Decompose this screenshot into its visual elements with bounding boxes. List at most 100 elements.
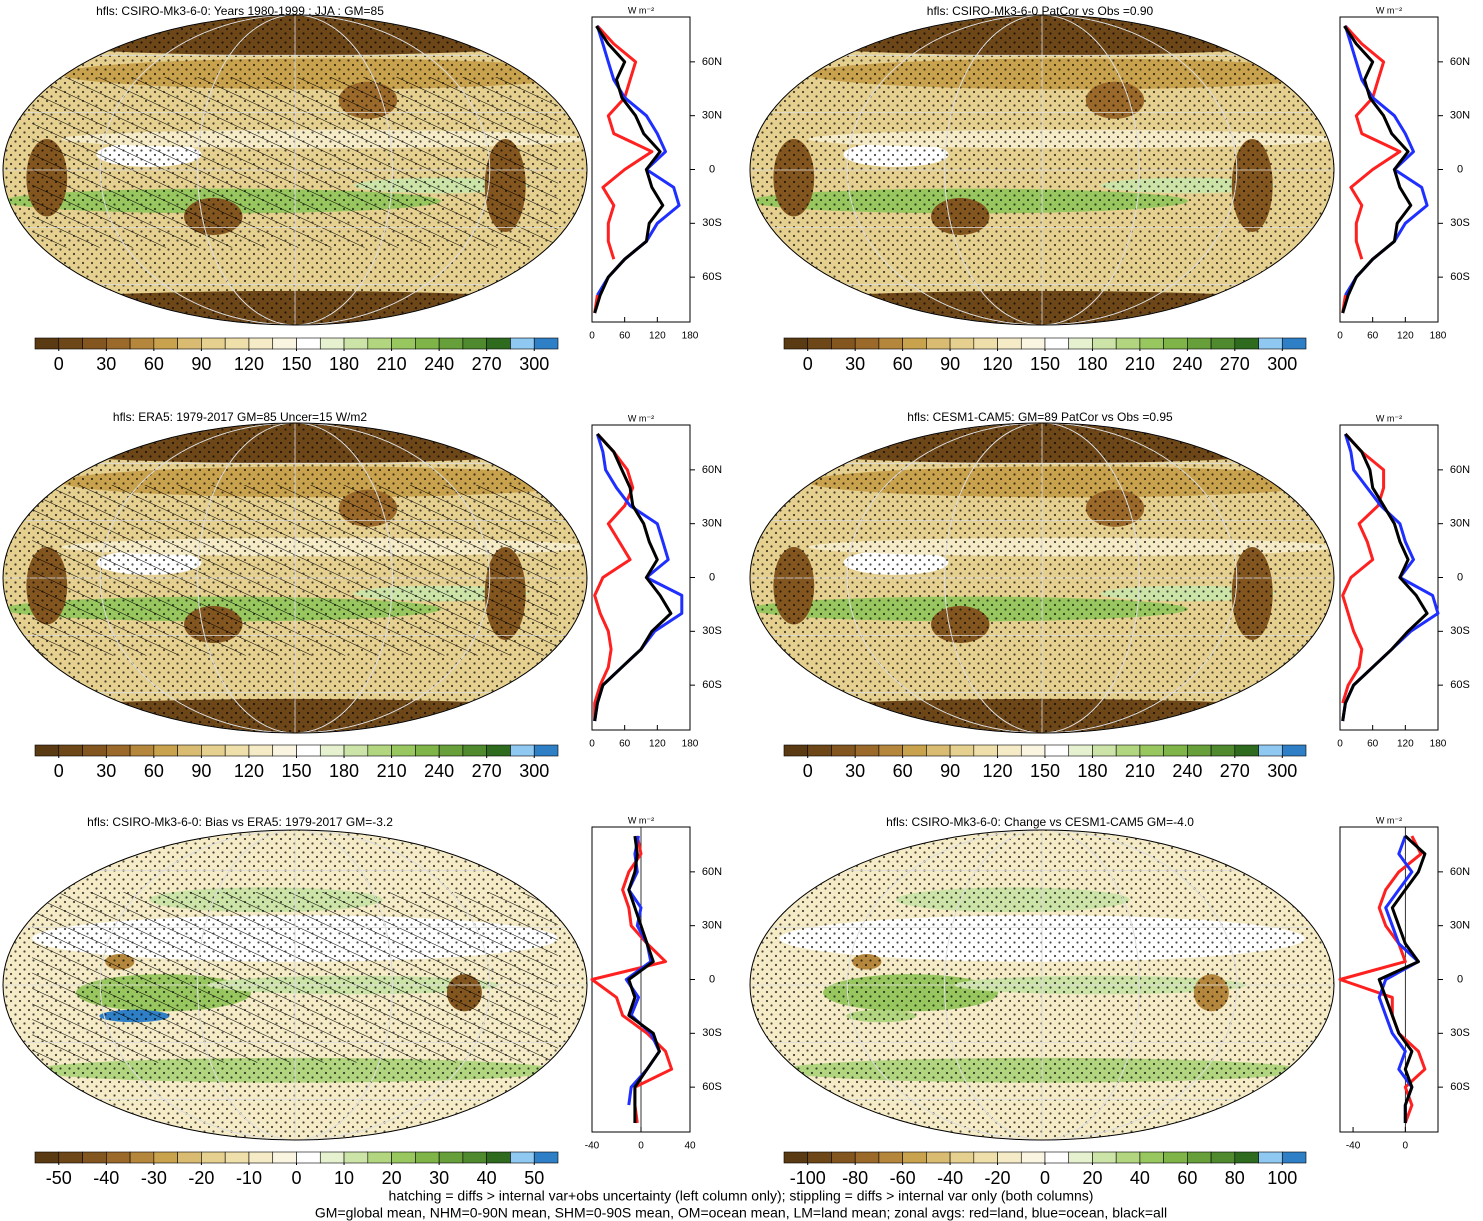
colorbar-label: 0 — [54, 354, 64, 374]
colorbar-label: 60 — [893, 354, 913, 374]
colorbar-box — [1044, 1151, 1070, 1164]
units-label: W m⁻² — [1376, 815, 1402, 825]
x-tick-label: 0 — [638, 1141, 644, 1152]
colorbar-box — [807, 337, 832, 350]
colorbar-label: 180 — [1077, 354, 1107, 374]
zonal-line — [593, 432, 673, 722]
map — [750, 15, 1334, 325]
colorbar-label: 40 — [477, 1168, 497, 1188]
colorbar-label: -60 — [890, 1168, 916, 1188]
units-label: W m⁻² — [628, 5, 654, 15]
colorbar-label: 150 — [281, 354, 311, 374]
colorbar-label: 0 — [803, 354, 813, 374]
colorbar-box — [462, 337, 487, 350]
colorbar-label: 0 — [291, 1168, 301, 1188]
zonal-line — [1341, 432, 1429, 722]
colorbar-box — [1044, 744, 1070, 757]
colorbar-box — [1210, 1151, 1236, 1164]
colorbar-box — [1115, 337, 1141, 350]
colorbar-box — [415, 1151, 440, 1164]
colorbar-box — [153, 1151, 178, 1164]
colorbar-box — [343, 1151, 369, 1164]
map-graticule — [944, 830, 1140, 1140]
map — [750, 423, 1334, 733]
colorbar-box — [1187, 744, 1212, 757]
map-border — [2, 829, 588, 1141]
colorbar-label: -50 — [46, 1168, 72, 1188]
y-tick-label: 60S — [702, 679, 722, 691]
colorbar-box — [926, 337, 951, 350]
colorbar-box — [949, 337, 975, 350]
colorbar-box — [854, 337, 880, 350]
colorbar-box — [902, 337, 927, 350]
colorbar-label: 270 — [472, 761, 502, 781]
colorbar-box — [415, 744, 440, 757]
map-graticule — [846, 423, 1238, 733]
colorbar-box — [1115, 1151, 1141, 1164]
panel-title: hfls: CSIRO-Mk3-6-0: Bias vs ERA5: 1979-… — [87, 815, 393, 829]
units-label: W m⁻² — [628, 413, 654, 423]
colorbar-label: 60 — [144, 354, 164, 374]
x-tick-label: 0 — [1337, 739, 1343, 750]
colorbar-box — [1020, 744, 1046, 757]
x-tick-label: 0 — [1337, 331, 1343, 342]
colorbar-box — [1092, 744, 1117, 757]
colorbar-box — [1210, 744, 1236, 757]
y-tick-label: 0 — [1457, 973, 1463, 985]
y-tick-label: 30N — [1450, 920, 1470, 932]
panel-title: hfls: CSIRO-Mk3-6-0: Years 1980-1999 : J… — [96, 4, 384, 18]
colorbar-label: -20 — [985, 1168, 1011, 1188]
colorbar-box — [272, 1151, 297, 1164]
colorbar-box — [34, 744, 60, 757]
x-tick-label: 120 — [649, 739, 666, 750]
y-tick-label: 60S — [702, 271, 722, 283]
map-graticule — [944, 423, 1140, 733]
colorbar-box — [34, 337, 60, 350]
colorbar-box — [926, 744, 951, 757]
colorbar-box — [1068, 337, 1093, 350]
colorbar-label: 180 — [329, 761, 359, 781]
colorbar-box — [1020, 337, 1046, 350]
x-tick-label: 120 — [1397, 739, 1414, 750]
y-tick-label: 30N — [1450, 110, 1470, 122]
colorbar-label: 0 — [1040, 1168, 1050, 1188]
colorbar-label: 30 — [96, 761, 116, 781]
units-label: W m⁻² — [628, 815, 654, 825]
colorbar-box — [34, 1151, 60, 1164]
map-graticule — [846, 15, 1238, 325]
x-tick-label: 0 — [1403, 1141, 1409, 1152]
colorbar-box — [1163, 1151, 1188, 1164]
colorbar-box — [1068, 1151, 1093, 1164]
colorbar-box — [949, 1151, 975, 1164]
colorbar-label: 300 — [519, 761, 549, 781]
colorbar-box — [58, 1151, 83, 1164]
colorbar-label: 90 — [940, 354, 960, 374]
colorbar-label: 150 — [281, 761, 311, 781]
map-graticule — [99, 15, 491, 325]
x-tick-label: 180 — [682, 331, 699, 342]
units-label: W m⁻² — [1376, 413, 1402, 423]
colorbar-label: 60 — [144, 761, 164, 781]
zonal-line — [1341, 432, 1386, 704]
colorbar-box — [129, 337, 155, 350]
panel-title: hfls: CESM1-CAM5: GM=89 PatCor vs Obs =0… — [907, 410, 1173, 424]
colorbar-box — [533, 1151, 559, 1164]
x-tick-label: -40 — [1346, 1141, 1361, 1152]
colorbar-box — [949, 744, 975, 757]
colorbar-label: 210 — [377, 761, 407, 781]
y-tick-label: 0 — [1457, 163, 1463, 175]
y-tick-label: 60N — [702, 866, 722, 878]
map-border — [2, 14, 588, 326]
colorbar-box — [129, 1151, 155, 1164]
colorbar-box — [224, 337, 250, 350]
map-graticule — [846, 830, 1238, 1140]
x-tick-label: 60 — [1367, 331, 1379, 342]
colorbar-label: 30 — [429, 1168, 449, 1188]
colorbar-box — [224, 1151, 250, 1164]
x-tick-label: 60 — [1367, 739, 1379, 750]
colorbar-box — [319, 337, 345, 350]
colorbar-box — [248, 1151, 274, 1164]
colorbar-label: 60 — [1177, 1168, 1197, 1188]
x-tick-label: 60 — [619, 739, 631, 750]
colorbar-box — [224, 744, 250, 757]
